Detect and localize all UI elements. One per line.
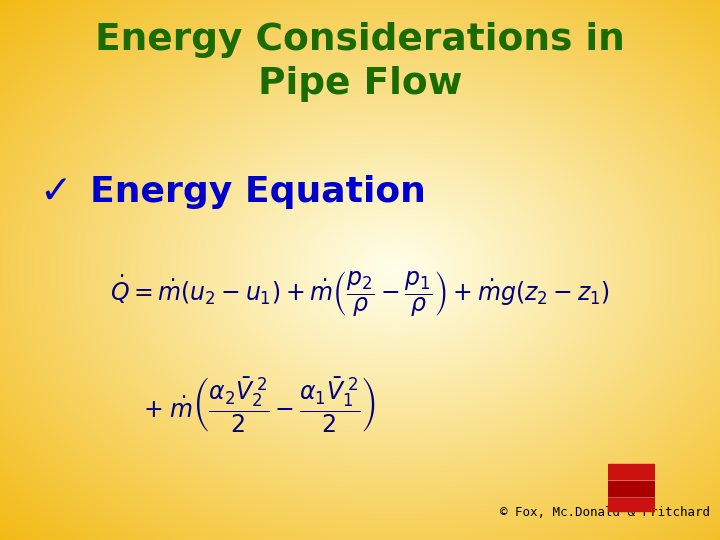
Text: Energy Equation: Energy Equation xyxy=(90,175,426,208)
Text: Energy Considerations in
Pipe Flow: Energy Considerations in Pipe Flow xyxy=(95,22,625,102)
Bar xyxy=(608,481,655,497)
Text: $\dot{Q} = \dot{m}(u_2 - u_1) + \dot{m}\left(\dfrac{p_2}{\rho} - \dfrac{p_1}{\rh: $\dot{Q} = \dot{m}(u_2 - u_1) + \dot{m}\… xyxy=(110,269,610,319)
Text: ✓: ✓ xyxy=(40,173,72,211)
Bar xyxy=(608,497,655,511)
Text: $+ \; \dot{m}\left(\dfrac{\alpha_2 \bar{V}_2^{\;2}}{2} - \dfrac{\alpha_1 \bar{V}: $+ \; \dot{m}\left(\dfrac{\alpha_2 \bar{… xyxy=(143,375,375,435)
Text: © Fox, Mc.Donald & Pritchard: © Fox, Mc.Donald & Pritchard xyxy=(500,507,711,519)
Bar xyxy=(608,464,655,481)
